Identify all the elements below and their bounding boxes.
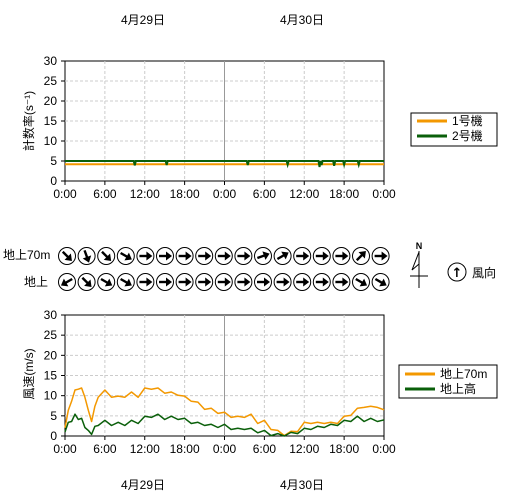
wind-direction-panel bbox=[58, 247, 390, 291]
direction-icon-row1-6 bbox=[156, 247, 174, 265]
legend-wind70-label: 地上70m bbox=[440, 367, 487, 381]
direction-icon-row2-15 bbox=[332, 273, 351, 291]
count-xtick-label: 18:00 bbox=[329, 187, 359, 201]
count-ytick-label: 25 bbox=[44, 74, 58, 88]
count-rate-chart: 0 5 10 15 20 25 30 0:00 6:00 12:00 18:00 0:00 6:00 12… bbox=[44, 54, 396, 201]
direction-icon-row2-1 bbox=[58, 273, 76, 291]
direction-icon-row2-11 bbox=[254, 273, 272, 291]
date-label-top-day1: 4月29日 bbox=[121, 13, 165, 27]
count-rate-ylabel: 計数率(s⁻¹) bbox=[21, 91, 36, 151]
count-series-line-2 bbox=[65, 160, 384, 169]
wind-ytick-label: 20 bbox=[44, 348, 58, 362]
direction-icon-row2-8 bbox=[195, 273, 214, 291]
wind-ytick-label: 15 bbox=[44, 369, 58, 383]
direction-icon-row1-8 bbox=[195, 247, 214, 265]
direction-icon-row2-12 bbox=[273, 273, 292, 291]
wind-speed-legend: 地上70m 地上高 bbox=[398, 364, 498, 399]
direction-legend-label: 風向 bbox=[472, 265, 496, 280]
direction-icon-row1-5 bbox=[136, 247, 155, 265]
direction-icon-row2-13 bbox=[293, 273, 312, 291]
direction-icon-row2-6 bbox=[156, 273, 174, 291]
direction-icon-row2-4 bbox=[116, 273, 135, 291]
wind-series-line-2 bbox=[64, 413, 385, 437]
direction-icon-row2-14 bbox=[312, 273, 331, 291]
wind-ytick-label: 30 bbox=[44, 308, 58, 322]
direction-icon-row2-3 bbox=[97, 273, 116, 291]
direction-icon-row2-5 bbox=[136, 273, 155, 291]
wind-ytick-label: 5 bbox=[50, 409, 57, 423]
wind-ytick-label: 0 bbox=[50, 429, 57, 443]
direction-icon-row1-7 bbox=[175, 247, 194, 265]
count-xtick-label: 0:00 bbox=[213, 187, 237, 201]
direction-icon-row1-13 bbox=[293, 247, 312, 265]
direction-icon-row1-11 bbox=[254, 247, 272, 265]
direction-legend-icon: ↑ bbox=[447, 262, 467, 282]
svg-text:N: N bbox=[416, 241, 423, 251]
wind-series-line-1 bbox=[64, 387, 385, 437]
count-ytick-label: 15 bbox=[44, 114, 58, 128]
direction-icon-row1-1 bbox=[58, 247, 76, 265]
direction-icon-row2-2 bbox=[77, 273, 96, 291]
wind-xtick-label: 0:00 bbox=[53, 442, 77, 456]
wind-xtick-label: 12:00 bbox=[130, 442, 160, 456]
svg-text:↑: ↑ bbox=[452, 266, 463, 281]
date-label-bottom-day1: 4月29日 bbox=[121, 478, 165, 492]
count-rate-legend: 1号機 2号機 bbox=[410, 112, 498, 147]
wind-ytick-label: 10 bbox=[44, 389, 58, 403]
count-xtick-label: 18:00 bbox=[170, 187, 200, 201]
north-compass-icon: N bbox=[410, 241, 428, 288]
wind-xtick-label: 0:00 bbox=[372, 442, 396, 456]
direction-icon-row1-16 bbox=[352, 247, 370, 265]
direction-icon-row1-12 bbox=[273, 247, 292, 265]
date-label-bottom-day2: 4月30日 bbox=[280, 478, 324, 492]
direction-icon-row1-2 bbox=[77, 247, 96, 265]
direction-row1-label: 地上70m bbox=[3, 248, 50, 262]
direction-row2-label: 地上 bbox=[24, 275, 48, 289]
direction-icon-row2-16 bbox=[352, 273, 370, 291]
count-xtick-label: 12:00 bbox=[130, 187, 160, 201]
count-ytick-label: 5 bbox=[50, 154, 57, 168]
count-xtick-label: 12:00 bbox=[289, 187, 319, 201]
count-ytick-label: 0 bbox=[50, 174, 57, 188]
direction-icon-row2-10 bbox=[234, 273, 253, 291]
date-label-top-day2: 4月30日 bbox=[280, 13, 324, 27]
wind-xtick-label: 18:00 bbox=[329, 442, 359, 456]
count-xtick-label: 6:00 bbox=[93, 187, 117, 201]
wind-speed-chart: 0 5 10 15 20 25 30 0:00 6:00 12:00 18:00 0:00 6:00 12… bbox=[44, 308, 396, 456]
count-ytick-label: 10 bbox=[44, 134, 58, 148]
legend-unit2-label: 2号機 bbox=[452, 128, 483, 143]
direction-icon-row1-14 bbox=[312, 247, 331, 265]
count-xtick-label: 6:00 bbox=[253, 187, 277, 201]
legend-windground-label: 地上高 bbox=[440, 381, 476, 396]
wind-xtick-label: 18:00 bbox=[170, 442, 200, 456]
direction-icon-row1-15 bbox=[332, 247, 351, 265]
legend-unit1-label: 1号機 bbox=[452, 113, 483, 128]
direction-icon-row1-4 bbox=[116, 247, 135, 265]
direction-icon-row2-9 bbox=[214, 273, 233, 291]
wind-ytick-label: 25 bbox=[44, 328, 58, 342]
direction-icon-row1-17 bbox=[371, 247, 390, 265]
direction-icon-row1-9 bbox=[214, 247, 233, 265]
wind-xtick-label: 6:00 bbox=[253, 442, 277, 456]
count-xtick-label: 0:00 bbox=[372, 187, 396, 201]
wind-xtick-label: 6:00 bbox=[93, 442, 117, 456]
direction-icon-row1-3 bbox=[97, 247, 116, 265]
wind-speed-ylabel: 風速(m/s) bbox=[22, 348, 36, 399]
direction-icon-row2-17 bbox=[371, 273, 390, 291]
direction-icon-row1-10 bbox=[234, 247, 253, 265]
count-ytick-label: 30 bbox=[44, 54, 58, 68]
wind-xtick-label: 0:00 bbox=[213, 442, 237, 456]
wind-xtick-label: 12:00 bbox=[289, 442, 319, 456]
count-ytick-label: 20 bbox=[44, 94, 58, 108]
direction-icon-row2-7 bbox=[175, 273, 194, 291]
count-xtick-label: 0:00 bbox=[53, 187, 77, 201]
